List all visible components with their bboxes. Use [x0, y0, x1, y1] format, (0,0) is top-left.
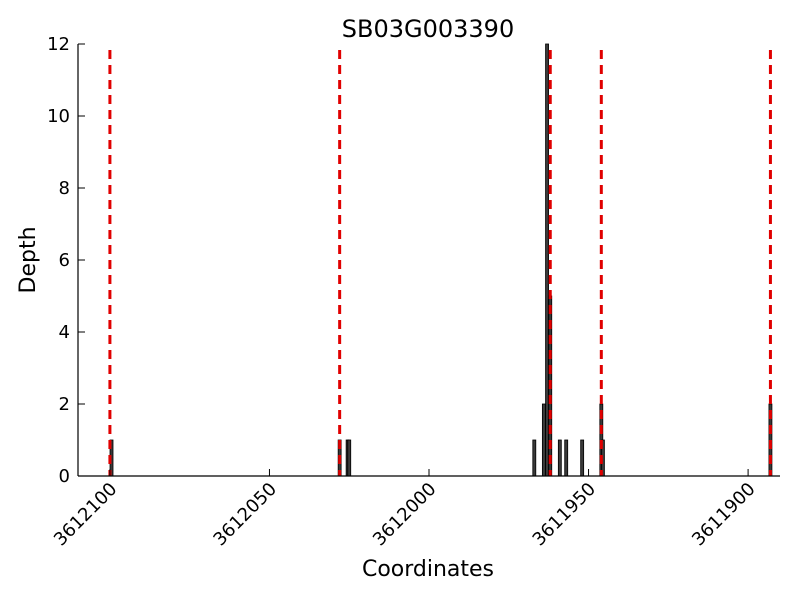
depth-bar-6 — [545, 43, 549, 477]
depth-bar-5 — [541, 403, 546, 477]
bars-layer — [109, 43, 773, 477]
y-tick-label-3: 6 — [59, 250, 70, 271]
depth-bar-9 — [564, 439, 569, 477]
y-tick-label-1: 2 — [59, 394, 70, 415]
y-ticks: 0 2 4 6 8 10 12 — [47, 34, 85, 487]
x-tick-label-2: 3612000 — [369, 479, 441, 551]
depth-bar-8 — [557, 439, 562, 477]
depth-bar-3 — [347, 439, 352, 477]
depth-bar-4 — [532, 439, 537, 477]
y-tick-label-6: 12 — [47, 34, 70, 55]
region-lines-layer — [108, 50, 772, 476]
x-tick-label-3: 3611950 — [529, 479, 601, 551]
y-tick-label-4: 8 — [59, 178, 70, 199]
x-tick-label-1: 3612050 — [209, 479, 281, 551]
x-ticks: 3612100 3612050 3612000 3611950 3611900 — [50, 469, 760, 550]
chart-title: SB03G003390 — [342, 15, 514, 43]
x-axis-label: Coordinates — [362, 557, 494, 582]
depth-bar-10 — [580, 439, 585, 477]
y-tick-label-0: 0 — [59, 466, 70, 487]
y-axis-label: Depth — [16, 226, 41, 293]
y-tick-label-2: 4 — [59, 322, 70, 343]
y-tick-label-5: 10 — [47, 106, 70, 127]
x-tick-label-4: 3611900 — [688, 479, 760, 551]
x-tick-label-0: 3612100 — [50, 479, 122, 551]
